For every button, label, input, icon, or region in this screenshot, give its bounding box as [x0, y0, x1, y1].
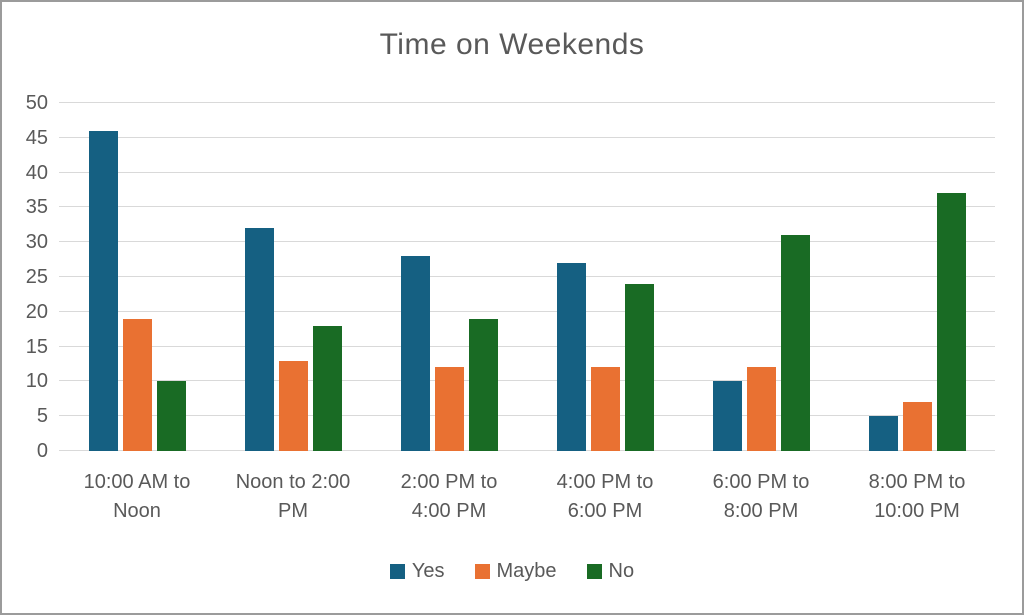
gridline [59, 310, 995, 312]
y-tick-label: 25 [25, 266, 48, 288]
bar-no [936, 193, 966, 451]
chart-title: Time on Weekends [379, 28, 645, 61]
bar-maybe [902, 402, 932, 451]
bars-layer [59, 103, 995, 451]
gridline [59, 415, 995, 417]
y-tick-label: 15 [25, 335, 48, 358]
bar-maybe [122, 318, 152, 451]
gridline [59, 136, 995, 138]
legend-item-yes: Yes [389, 560, 445, 583]
bar-group [59, 103, 215, 451]
y-tick-label: 10 [25, 370, 48, 393]
y-tick-label: 45 [25, 126, 48, 149]
legend-swatch [586, 564, 602, 579]
bar-group [839, 103, 995, 451]
gridline [59, 241, 995, 243]
bar-no [312, 325, 342, 451]
bar-no [156, 381, 186, 451]
x-category-label: 8:00 PM to 10:00 PM [868, 471, 966, 522]
bar-group [215, 103, 371, 451]
y-tick-label: 40 [25, 161, 48, 184]
bar-no [468, 318, 498, 451]
gridline [59, 206, 995, 208]
y-tick-label: 50 [25, 92, 48, 114]
x-category-label: 10:00 AM to Noon [83, 471, 191, 522]
bar-maybe [434, 367, 464, 451]
bar-maybe [746, 367, 776, 451]
gridline [59, 380, 995, 382]
gridline [59, 171, 995, 173]
legend-swatch [474, 564, 490, 579]
bar-yes [868, 416, 898, 451]
legend-label: Yes [411, 560, 445, 582]
y-tick-label: 30 [25, 231, 48, 254]
bar-yes [400, 256, 430, 451]
bar-maybe [278, 360, 308, 451]
bar-group [371, 103, 527, 451]
x-axis-labels: 10:00 AM to Noon Noon to 2:00 PM 2:00 PM t… [59, 468, 995, 526]
bar-no [780, 235, 810, 451]
legend-label: Maybe [496, 560, 557, 582]
bar-yes [88, 130, 118, 451]
gridline [59, 102, 995, 103]
bar-maybe [590, 367, 620, 451]
bar-yes [244, 228, 274, 451]
plot-area [59, 102, 995, 451]
x-category-label: 2:00 PM to 4:00 PM [400, 471, 498, 522]
bar-group [683, 103, 839, 451]
bar-group [527, 103, 683, 451]
x-category-label: Noon to 2:00 PM [235, 471, 351, 522]
legend: Yes Maybe No [2, 560, 1022, 583]
y-axis: 0 5 10 15 20 25 30 35 40 45 50 [2, 93, 48, 461]
y-tick-label: 20 [25, 300, 48, 323]
y-tick-label: 35 [25, 196, 48, 219]
gridline [59, 345, 995, 347]
gridline [59, 276, 995, 277]
bar-yes [556, 263, 586, 451]
gridline [59, 450, 995, 451]
x-category-label: 6:00 PM to 8:00 PM [712, 471, 810, 522]
legend-swatch [389, 564, 405, 579]
x-category-label: 4:00 PM to 6:00 PM [556, 471, 654, 522]
bar-no [624, 283, 654, 451]
legend-label: No [608, 560, 635, 582]
legend-item-no: No [586, 560, 635, 583]
y-tick-label: 5 [36, 405, 48, 428]
y-tick-label: 0 [36, 440, 48, 462]
legend-item-maybe: Maybe [474, 560, 557, 583]
bar-yes [712, 381, 742, 451]
